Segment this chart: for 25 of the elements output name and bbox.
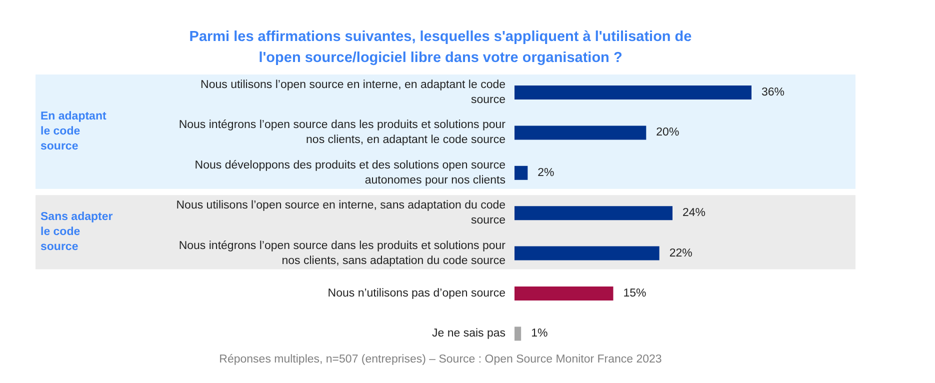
annotation: Réponses multiples, n=507 (entreprises) – Source : Open Source Monitor France 2023 xyxy=(219,354,662,366)
data-label: 2% xyxy=(538,166,554,179)
bar xyxy=(514,126,646,140)
bar xyxy=(514,246,660,260)
band-label: En adaptant le code source xyxy=(40,110,106,153)
data-label: 15% xyxy=(623,288,646,300)
y-tick-label: Nous développons des produits et des solutions open source autonomes pour nos clients xyxy=(194,159,506,186)
bar xyxy=(514,86,752,100)
y-tick-label: Nous n’utilisons pas d’open source xyxy=(328,288,506,300)
bar xyxy=(514,206,672,220)
y-tick-label: Je ne sais pas xyxy=(432,328,506,340)
y-tick-label: Nous utilisons l’open source en interne, sans adaptation du code source xyxy=(176,200,506,227)
data-label: 36% xyxy=(762,86,785,98)
bar xyxy=(514,286,614,300)
data-label: 22% xyxy=(669,247,692,260)
y-tick-label: Nous utilisons l’open source en interne, en adaptant le code source xyxy=(200,79,506,106)
bar xyxy=(514,166,528,180)
data-label: 20% xyxy=(656,126,680,139)
data-label: 24% xyxy=(682,207,706,220)
band-label: Sans adapter le code source xyxy=(40,211,114,254)
y-tick-label: Nous intégrons l’open source dans les produits et solutions pour nos clients, sans adaptation du code source xyxy=(178,240,506,267)
bar xyxy=(514,326,522,341)
chart-title: Parmi les affirmations suivantes, lesquelles s'appliquent à l'utilisation de l'open source/logiciel libre dans votre organisation ? xyxy=(189,29,692,66)
y-tick-label: Nous intégrons l’open source dans les produits et solutions pour nos clients, en adaptant le code source xyxy=(178,119,506,146)
data-label: 1% xyxy=(531,328,548,340)
